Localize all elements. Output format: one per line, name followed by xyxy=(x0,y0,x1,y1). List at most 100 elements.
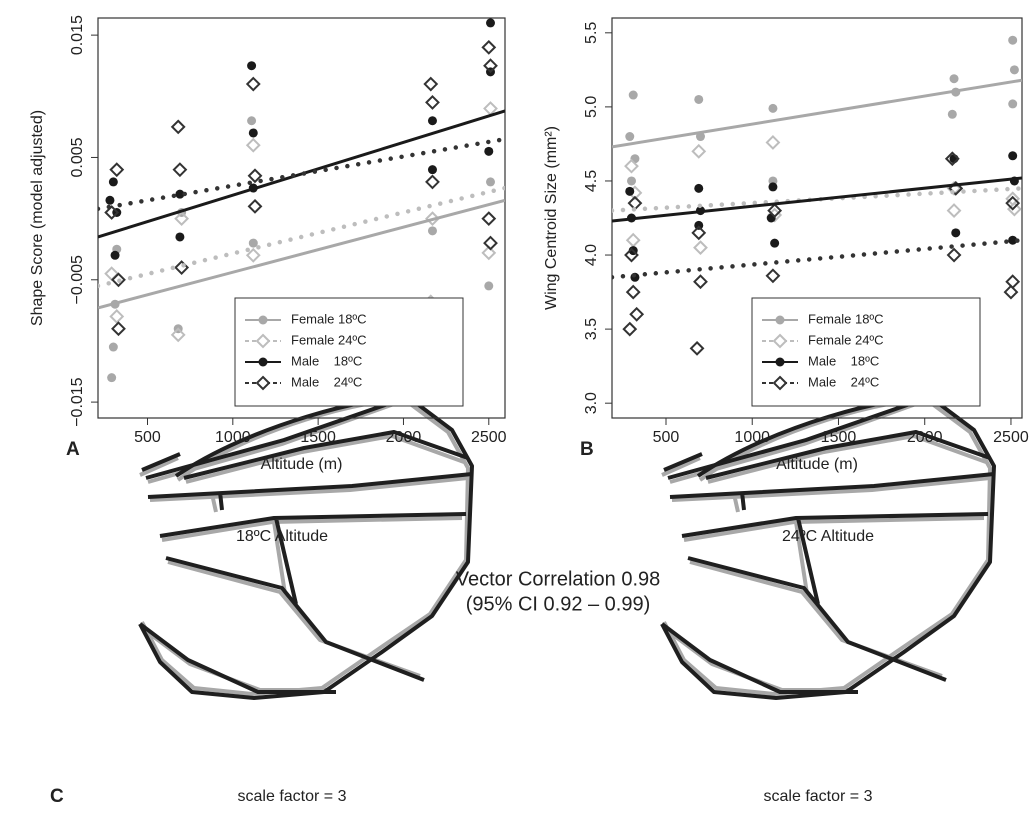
x-tick-label: 1500 xyxy=(821,429,857,446)
point xyxy=(1006,201,1022,217)
point xyxy=(427,226,437,236)
point xyxy=(951,228,961,238)
x-tick-label: 1000 xyxy=(734,429,770,446)
x-tick-label: 2000 xyxy=(386,429,422,446)
point xyxy=(625,132,635,142)
point xyxy=(105,195,115,205)
fit-line xyxy=(612,186,1022,213)
x-tick-label: 2000 xyxy=(907,429,943,446)
point xyxy=(481,39,497,55)
point xyxy=(1008,35,1018,45)
plot-frame xyxy=(611,17,1023,419)
fit-line xyxy=(612,78,1022,149)
point xyxy=(425,94,440,110)
scale-caption: scale factor = 3 xyxy=(238,788,347,805)
point xyxy=(108,177,118,187)
legend-marker xyxy=(255,375,271,391)
point xyxy=(946,203,962,219)
point xyxy=(427,116,437,126)
legend-marker xyxy=(258,357,268,367)
point xyxy=(484,146,494,156)
x-tick-label: 2500 xyxy=(471,429,507,446)
point xyxy=(629,306,645,322)
plot-area xyxy=(98,18,505,383)
point xyxy=(944,151,960,167)
legend-box xyxy=(234,297,464,407)
point xyxy=(104,266,120,282)
scale-caption: scale factor = 3 xyxy=(764,788,873,805)
point xyxy=(691,225,707,241)
point xyxy=(175,189,185,199)
y-tick-label: 0.015 xyxy=(69,15,86,55)
legend-marker xyxy=(775,357,785,367)
x-axis-label: Altitude (m) xyxy=(776,456,858,473)
point xyxy=(624,247,639,263)
legend-box xyxy=(751,297,981,407)
point xyxy=(630,154,640,164)
point xyxy=(174,211,190,227)
point xyxy=(245,247,261,263)
point xyxy=(423,76,439,92)
point xyxy=(425,174,440,190)
y-tick-label: 4.0 xyxy=(583,244,600,266)
point xyxy=(111,321,126,337)
y-tick-label: 5.0 xyxy=(583,96,600,118)
fit-line xyxy=(98,198,505,310)
point xyxy=(170,119,186,135)
point xyxy=(110,250,120,260)
point xyxy=(481,211,497,227)
point xyxy=(107,373,117,383)
point xyxy=(248,238,258,248)
y-tick-label: −0.005 xyxy=(69,255,86,304)
point xyxy=(425,211,440,227)
point xyxy=(949,74,959,84)
x-tick-label: 500 xyxy=(134,429,161,446)
point xyxy=(174,260,190,275)
point xyxy=(170,327,186,343)
fit-line xyxy=(612,176,1022,223)
legend-label: Male 18ºC xyxy=(808,353,879,368)
point xyxy=(1008,99,1018,109)
y-tick-label: 5.5 xyxy=(583,22,600,44)
point xyxy=(245,76,261,92)
point xyxy=(767,203,783,219)
plot-area xyxy=(612,35,1022,356)
point xyxy=(483,58,498,74)
point xyxy=(624,158,639,174)
point xyxy=(247,198,263,214)
point xyxy=(481,245,497,261)
point xyxy=(768,103,778,113)
point xyxy=(485,177,495,187)
point xyxy=(483,235,498,251)
point xyxy=(109,162,125,178)
legend-marker xyxy=(255,333,271,349)
legend-label: Female 18ºC xyxy=(808,311,884,326)
wing-title: 18ºC Altitude xyxy=(236,528,328,545)
point xyxy=(247,61,257,71)
fit-line xyxy=(612,237,1022,280)
y-tick-label: 0.005 xyxy=(69,137,86,177)
point xyxy=(1005,191,1021,207)
y-axis-label: Wing Centroid Size (mm²) xyxy=(543,126,560,310)
legend-label: Male 18ºC xyxy=(291,353,362,368)
legend-label: Female 24ºC xyxy=(291,332,367,347)
point xyxy=(247,116,257,126)
panel-label: C xyxy=(50,786,64,807)
point xyxy=(175,232,185,242)
fit-line xyxy=(98,109,505,239)
point xyxy=(1003,284,1019,300)
legend-marker xyxy=(772,333,788,349)
fit-line xyxy=(98,185,505,289)
point xyxy=(770,238,780,248)
point xyxy=(625,232,641,248)
point xyxy=(109,309,125,324)
panel-label: B xyxy=(580,439,594,460)
point xyxy=(768,182,778,192)
point xyxy=(1005,195,1021,211)
legend-label: Female 24ºC xyxy=(808,332,884,347)
x-tick-label: 2500 xyxy=(993,429,1029,446)
point xyxy=(111,272,126,288)
point xyxy=(484,281,494,291)
point xyxy=(765,135,781,150)
